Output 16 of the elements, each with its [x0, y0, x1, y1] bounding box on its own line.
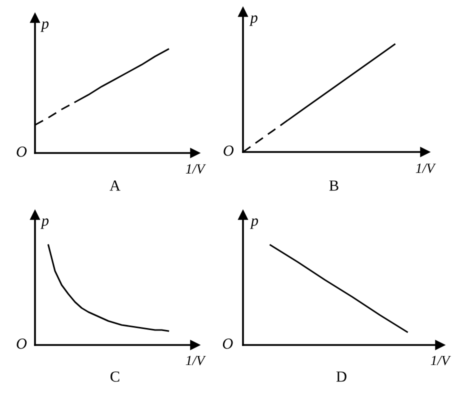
text: O	[224, 146, 234, 156]
x-axis-title: 1/V	[430, 356, 451, 366]
x-axis-title: 1/V	[416, 164, 436, 174]
text: O	[222, 338, 233, 349]
text: O	[16, 338, 27, 349]
text: C	[110, 371, 120, 382]
text: O	[16, 146, 27, 157]
text: A	[110, 180, 120, 191]
x-axis-title: 1/V	[186, 164, 206, 174]
text: B	[329, 180, 338, 191]
y-axis-title: p	[250, 218, 258, 229]
y-axis-title: p	[40, 21, 49, 32]
x-axis-title: 1/V	[186, 356, 206, 366]
text: D	[336, 372, 346, 382]
y-axis-title: p	[249, 15, 258, 26]
y-axis-title: p	[40, 218, 49, 229]
